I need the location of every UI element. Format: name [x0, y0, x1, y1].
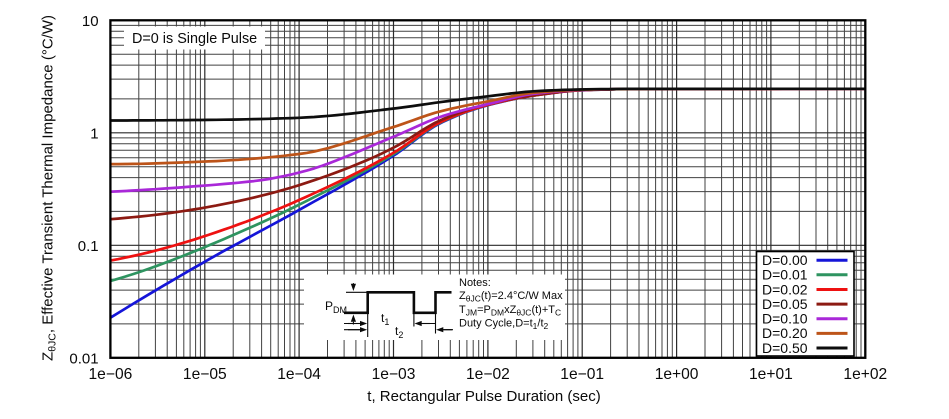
svg-text:t1: t1 — [381, 311, 389, 327]
svg-text:TJM=PDMxZθJC(t)+TC: TJM=PDMxZθJC(t)+TC — [459, 304, 561, 318]
svg-text:Duty Cycle,D=t1/t2: Duty Cycle,D=t1/t2 — [459, 318, 549, 332]
svg-text:D=0.50: D=0.50 — [762, 340, 808, 356]
svg-text:0.1: 0.1 — [78, 238, 99, 255]
svg-text:1e+00: 1e+00 — [655, 366, 699, 383]
svg-text:0.01: 0.01 — [69, 350, 98, 367]
svg-text:1e+02: 1e+02 — [843, 366, 887, 383]
svg-text:D=0.00: D=0.00 — [762, 252, 808, 268]
svg-text:D=0.05: D=0.05 — [762, 296, 808, 312]
svg-text:t, Rectangular Pulse Duration: t, Rectangular Pulse Duration (sec) — [367, 388, 600, 405]
svg-text:1: 1 — [90, 125, 98, 142]
svg-text:1e−02: 1e−02 — [466, 366, 510, 383]
svg-text:1e−06: 1e−06 — [89, 366, 133, 383]
svg-text:1e−05: 1e−05 — [183, 366, 227, 383]
svg-text:1e+01: 1e+01 — [749, 366, 793, 383]
svg-text:D=0.20: D=0.20 — [762, 325, 808, 341]
svg-text:D=0.10: D=0.10 — [762, 311, 808, 327]
svg-text:Notes:: Notes: — [459, 277, 491, 289]
svg-text:D=0.02: D=0.02 — [762, 281, 808, 297]
svg-text:D=0.01: D=0.01 — [762, 267, 808, 283]
svg-text:1e−03: 1e−03 — [372, 366, 416, 383]
svg-text:1e−01: 1e−01 — [560, 366, 604, 383]
svg-text:ZθJC, Effective Transient Ther: ZθJC, Effective Transient Thermal Impeda… — [40, 15, 59, 361]
svg-text:D=0 is Single Pulse: D=0 is Single Pulse — [132, 31, 257, 47]
svg-text:ZθJC(t)=2.4°C/W Max: ZθJC(t)=2.4°C/W Max — [459, 290, 563, 304]
svg-text:1e−04: 1e−04 — [277, 366, 321, 383]
svg-text:10: 10 — [82, 13, 99, 30]
svg-text:t2: t2 — [395, 324, 403, 340]
